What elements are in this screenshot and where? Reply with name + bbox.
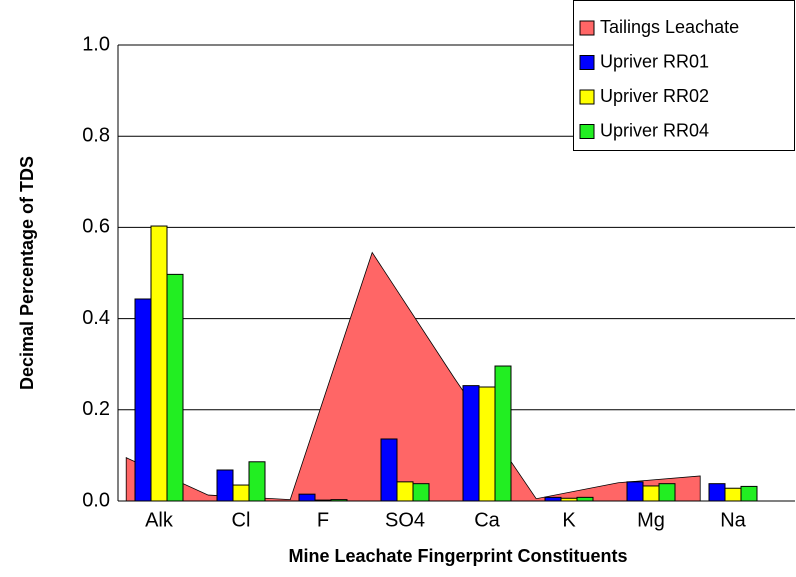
bar [494,365,512,502]
legend-box [573,0,795,151]
x-tick-label: Ca [474,509,500,531]
bar [658,483,676,502]
bar [576,496,594,502]
y-tick-label: 0.6 [82,216,110,238]
x-axis-title: Mine Leachate Fingerprint Constituents [288,546,627,566]
bar [298,493,316,502]
bar [462,385,480,502]
bar [626,481,644,502]
legend-label: Tailings Leachate [600,17,739,37]
legend-swatch [579,89,595,105]
bar [396,481,414,502]
bar [708,483,726,502]
bar [248,461,266,502]
bar [642,485,660,502]
x-tick-label: K [562,509,576,531]
x-tick-label: Mg [637,509,665,531]
y-tick-label: 0.0 [82,489,110,511]
y-tick-label: 0.8 [82,124,110,146]
bar [166,273,184,502]
x-tick-label: Cl [232,509,251,531]
legend-swatch [579,124,595,139]
y-tick-label: 1.0 [82,33,110,55]
y-tick-label: 0.2 [82,398,110,420]
bar [544,496,562,502]
legend-label: Upriver RR01 [600,51,709,71]
legend-swatch [579,55,595,70]
y-tick-label: 0.4 [82,307,110,329]
area [125,251,701,502]
bar [724,487,742,502]
y-axis-title: Decimal Percentage of TDS [17,156,37,390]
bar [740,485,758,502]
legend-label: Upriver RR04 [600,120,709,140]
x-tick-label: F [317,509,329,531]
bar [412,483,430,502]
bar [380,438,398,502]
bar [150,225,168,502]
x-tick-label: Alk [145,509,174,531]
bar [232,484,250,502]
bar [216,469,234,502]
x-tick-label: Na [720,509,746,531]
legend-swatch [579,20,595,36]
legend-label: Upriver RR02 [600,86,709,106]
bar [478,386,496,502]
x-tick-label: SO4 [385,509,425,531]
bar [134,298,152,502]
